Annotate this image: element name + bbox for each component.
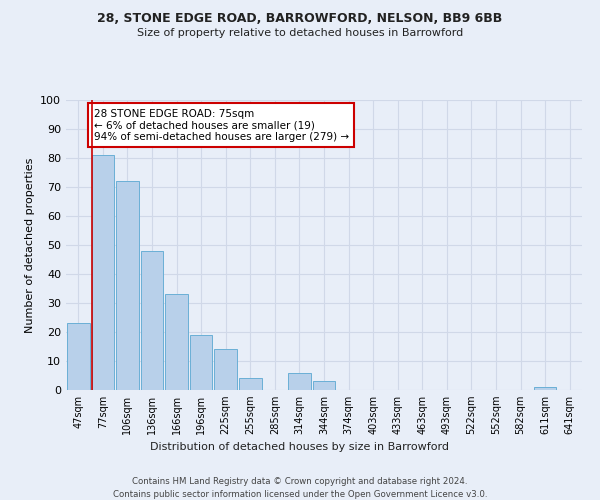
Bar — [116, 181, 139, 390]
Bar — [92, 155, 114, 390]
Text: Contains public sector information licensed under the Open Government Licence v3: Contains public sector information licen… — [113, 490, 487, 499]
Text: Distribution of detached houses by size in Barrowford: Distribution of detached houses by size … — [151, 442, 449, 452]
Bar — [67, 324, 89, 390]
Bar — [214, 350, 237, 390]
Bar — [534, 387, 556, 390]
Text: Contains HM Land Registry data © Crown copyright and database right 2024.: Contains HM Land Registry data © Crown c… — [132, 478, 468, 486]
Text: 28 STONE EDGE ROAD: 75sqm
← 6% of detached houses are smaller (19)
94% of semi-d: 28 STONE EDGE ROAD: 75sqm ← 6% of detach… — [94, 108, 349, 142]
Bar — [140, 251, 163, 390]
Bar — [239, 378, 262, 390]
Y-axis label: Number of detached properties: Number of detached properties — [25, 158, 35, 332]
Text: Size of property relative to detached houses in Barrowford: Size of property relative to detached ho… — [137, 28, 463, 38]
Bar — [165, 294, 188, 390]
Bar — [190, 335, 212, 390]
Text: 28, STONE EDGE ROAD, BARROWFORD, NELSON, BB9 6BB: 28, STONE EDGE ROAD, BARROWFORD, NELSON,… — [97, 12, 503, 26]
Bar — [313, 382, 335, 390]
Bar — [288, 372, 311, 390]
